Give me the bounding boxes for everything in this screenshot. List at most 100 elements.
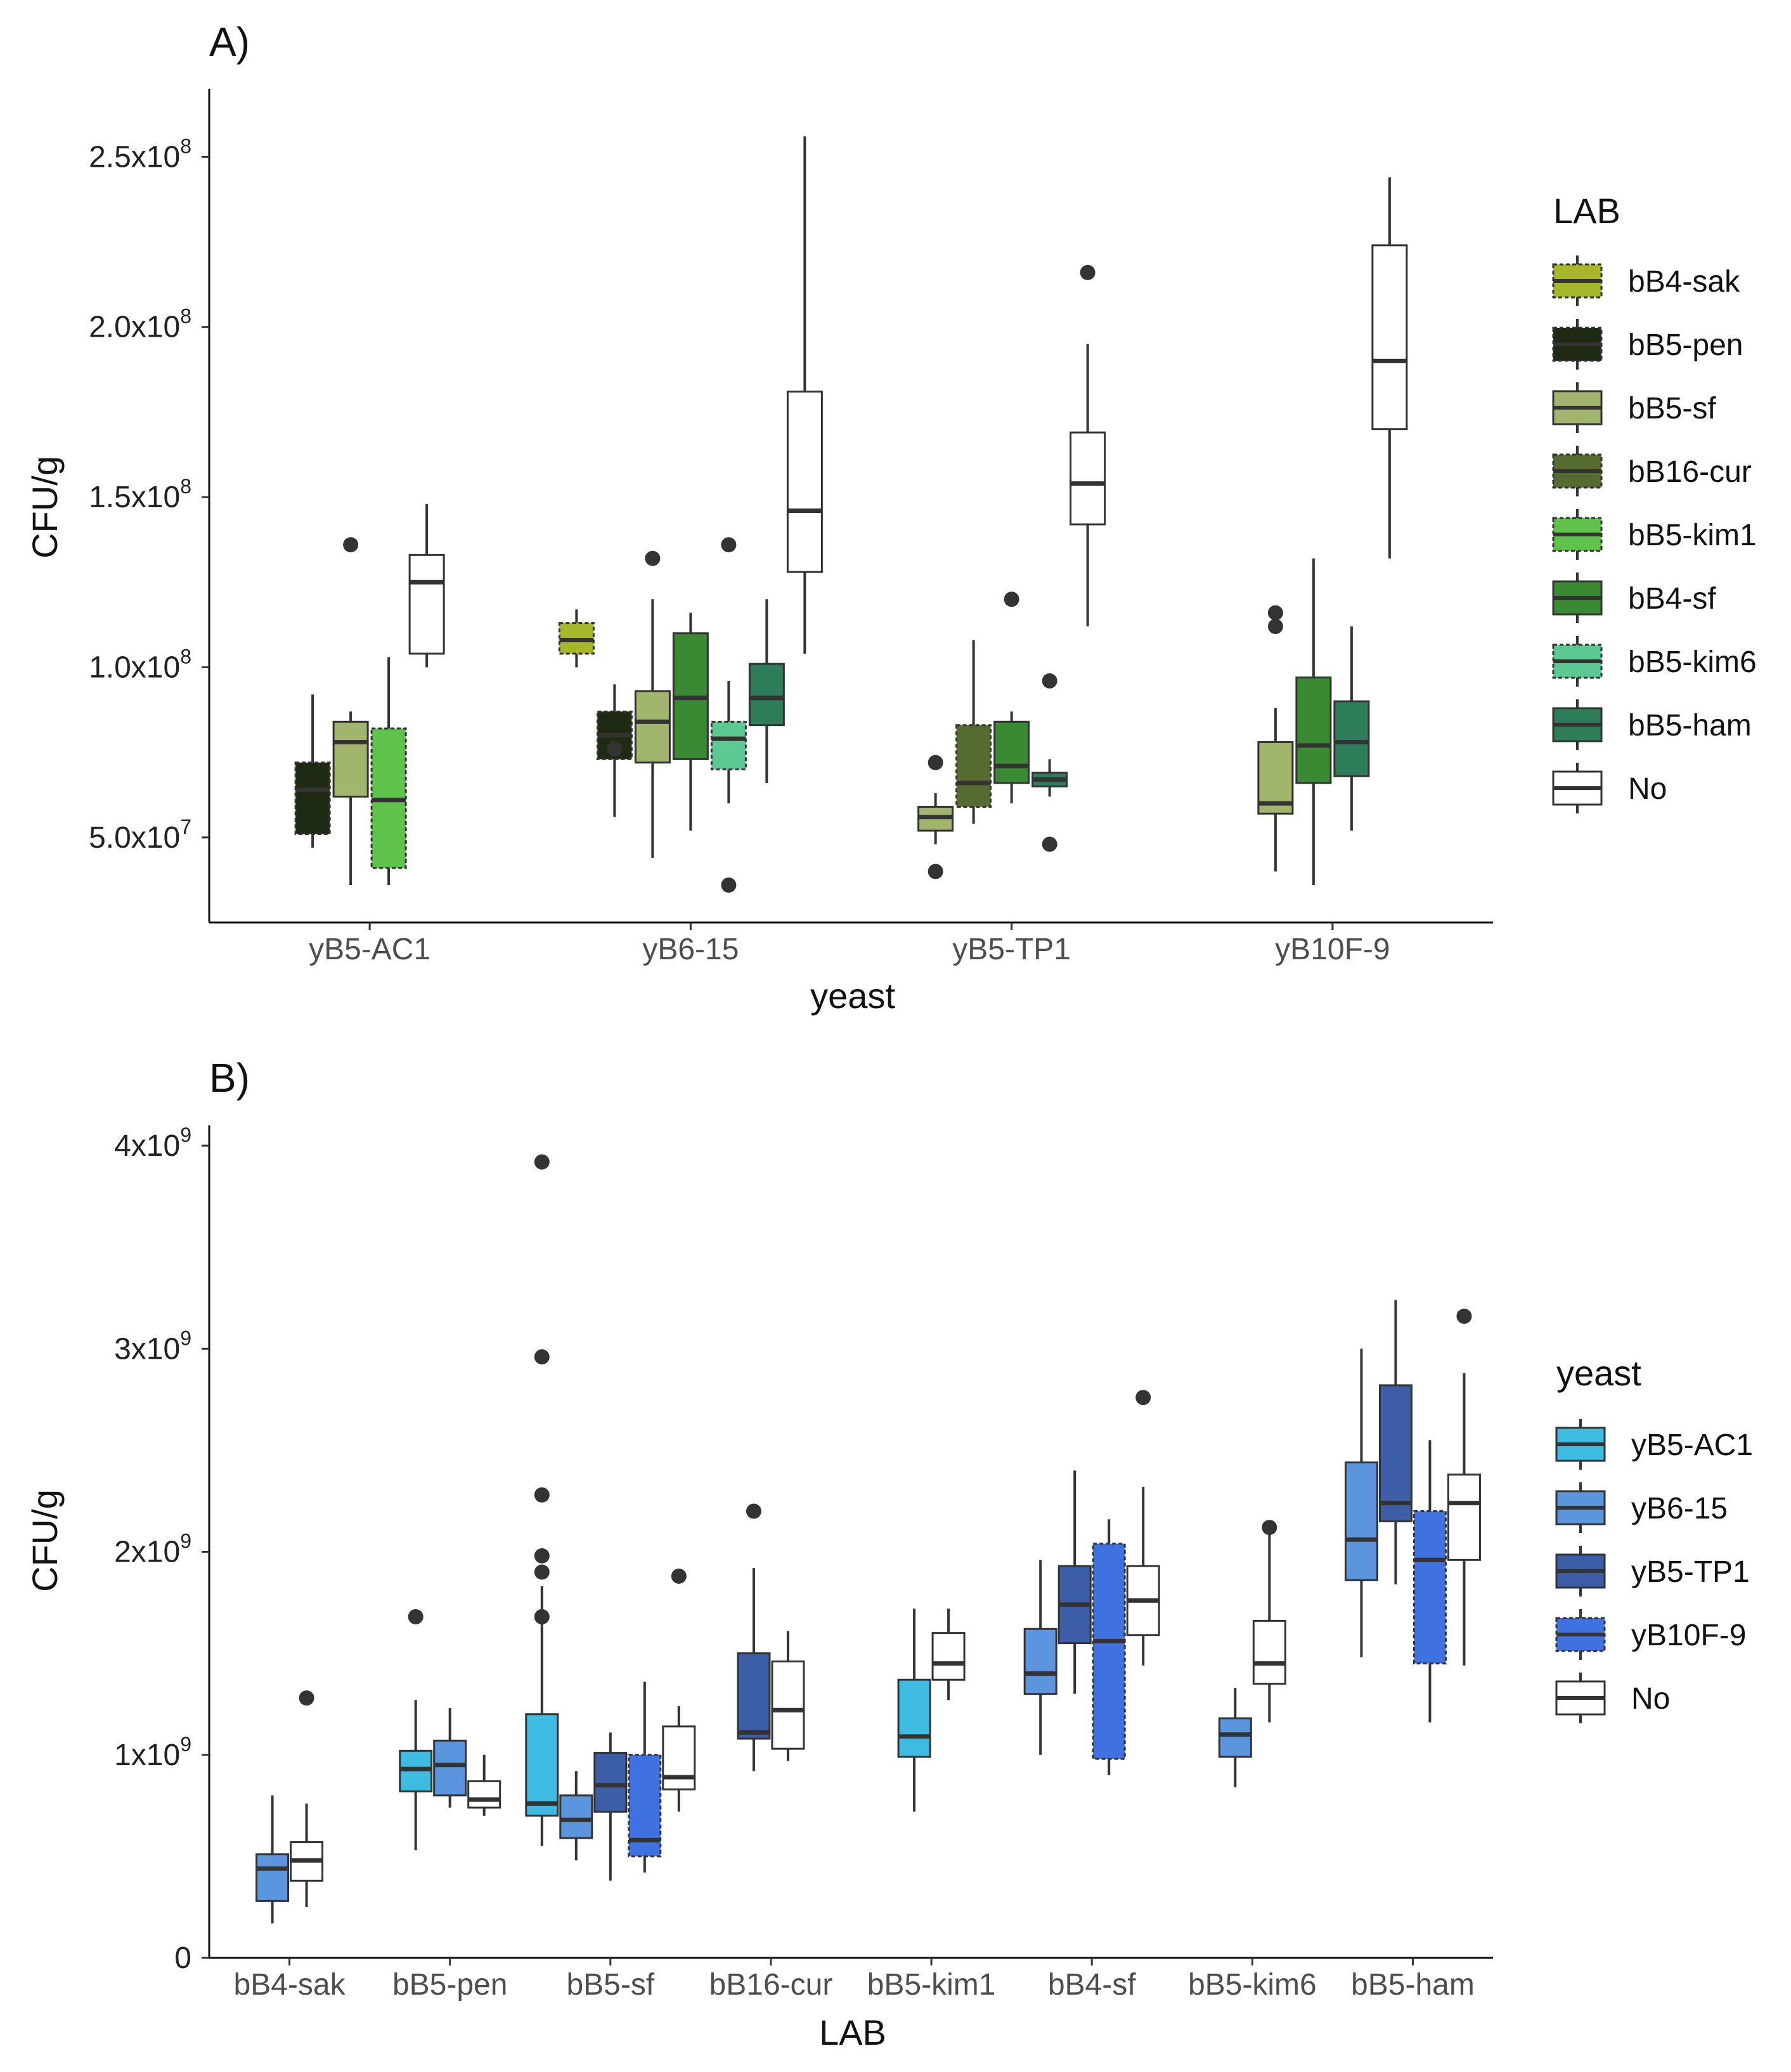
box-bB5-pen-yB6-15 [433, 1708, 467, 1808]
y-tick-label: 1.5x108 [89, 475, 191, 514]
y-tick-exponent: 9 [180, 1530, 191, 1553]
box-bB4-sf-No [1126, 1390, 1160, 1666]
outlier-point [1042, 673, 1057, 689]
legend-item-yB10F-9: yB10F-9 [1555, 1609, 1746, 1660]
outlier-point [534, 1154, 550, 1170]
box-yB5-AC1-No [408, 503, 445, 668]
panel-a-label: A) [209, 19, 250, 65]
box-iqr [1447, 1473, 1481, 1561]
outlier-point [1042, 836, 1057, 852]
legend-label: bB4-sf [1628, 582, 1716, 616]
box-yB10F-9-bB4-sf [1295, 558, 1332, 885]
box-iqr [1218, 1717, 1252, 1758]
y-tick-exponent: 7 [180, 815, 191, 838]
x-tick-label: bB5-pen [392, 1968, 507, 2002]
box-iqr [1344, 1461, 1378, 1581]
box-iqr [1333, 700, 1370, 777]
outlier-point [534, 1548, 550, 1564]
box-bB5-sf-yB5-AC1 [525, 1154, 559, 1846]
outlier-point [928, 864, 943, 879]
box-yB6-15-bB5-kim6 [710, 537, 747, 893]
box-iqr [993, 720, 1030, 784]
box-yB6-15-bB5-pen [596, 684, 633, 817]
outlier-point [645, 550, 661, 566]
outlier-point [1456, 1309, 1472, 1324]
box-bB4-sf-yB6-15 [1023, 1560, 1057, 1755]
panel-b-x-axis-title: LAB [819, 2012, 886, 2052]
x-tick-label: yB5-AC1 [309, 933, 430, 966]
box-yB6-15-bB5-sf [634, 550, 671, 858]
box-iqr [593, 1752, 628, 1813]
panel-b-legend: yeast yB5-AC1 yB6-15 yB5-TP1 yB10F-9 No [1555, 1353, 1753, 1723]
legend-label: No [1628, 772, 1667, 806]
legend-label: bB5-kim6 [1628, 645, 1757, 679]
box-bB5-sf-No [662, 1568, 696, 1812]
box-iqr [1371, 244, 1408, 431]
box-yB10F-9-bB5-sf [1257, 605, 1294, 872]
box-iqr [931, 1632, 966, 1681]
box-bB5-kim6-No [1252, 1520, 1286, 1723]
legend-label: bB5-sf [1628, 392, 1716, 425]
y-tick-label: 3x109 [114, 1326, 191, 1366]
legend-item-yB5-TP1: yB5-TP1 [1555, 1546, 1750, 1596]
outlier-point [746, 1503, 761, 1519]
x-tick-label: bB5-kim6 [1188, 1968, 1317, 2002]
box-bB4-sak-No [290, 1690, 324, 1907]
box-bB4-sf-yB10F-9 [1092, 1519, 1126, 1775]
box-bB5-kim1-No [931, 1609, 966, 1700]
panel-b-y-axis-title: CFU/g [25, 1489, 65, 1592]
box-bB16-cur-yB5-TP1 [737, 1503, 771, 1771]
box-iqr [1092, 1543, 1126, 1760]
outlier-point [721, 537, 737, 553]
outlier-point [1135, 1390, 1151, 1406]
outlier-point [534, 1487, 550, 1503]
box-iqr [1378, 1384, 1413, 1522]
outlier-point [534, 1609, 550, 1624]
outlier-point [1267, 605, 1283, 621]
y-tick-exponent: 9 [180, 1123, 191, 1146]
outlier-point [671, 1568, 687, 1584]
box-bB5-ham-yB5-TP1 [1378, 1300, 1413, 1584]
legend-item-yB5-AC1: yB5-AC1 [1555, 1419, 1753, 1470]
x-tick-label: yB6-15 [642, 933, 739, 966]
legend-label: bB16-cur [1628, 455, 1752, 489]
box-bB5-pen-yB5-AC1 [399, 1609, 433, 1851]
box-bB5-kim1-yB5-AC1 [897, 1609, 931, 1812]
legend-item-bB5-ham: bB5-ham [1552, 699, 1752, 750]
box-iqr [955, 724, 992, 808]
legend-item-bB4-sf: bB4-sf [1552, 573, 1716, 623]
box-iqr [1070, 431, 1106, 526]
box-bB5-ham-yB6-15 [1344, 1349, 1378, 1658]
panel-b: B) CFU/g LAB 0 1x109 2x109 3x109 4x109 bB4-sa… [25, 1055, 1753, 2052]
y-tick-exponent: 9 [180, 1326, 191, 1349]
legend-item-No: No [1555, 1673, 1670, 1723]
box-bB4-sf-yB5-TP1 [1057, 1470, 1092, 1694]
panel-b-legend-title: yeast [1556, 1353, 1641, 1393]
legend-item-bB4-sak: bB4-sak [1552, 256, 1740, 306]
y-tick-label: 1.0x108 [89, 645, 191, 684]
box-iqr [634, 690, 671, 764]
legend-item-No: No [1552, 763, 1667, 813]
legend-label: yB6-15 [1631, 1492, 1728, 1525]
box-iqr [1023, 1628, 1057, 1695]
x-tick-label: yB5-TP1 [952, 933, 1071, 966]
y-tick-label: 5.0x107 [89, 815, 191, 855]
box-yB10F-9-bB5-ham [1333, 626, 1370, 831]
x-tick-label: bB5-ham [1351, 1968, 1475, 2002]
box-bB5-ham-No [1447, 1309, 1481, 1666]
legend-item-bB5-kim6: bB5-kim6 [1552, 636, 1757, 687]
box-yB10F-9-No [1371, 177, 1408, 559]
legend-label: yB10F-9 [1631, 1619, 1746, 1652]
y-tick-label: 2.0x108 [89, 305, 191, 344]
box-yB6-15-bB4-sak [558, 609, 595, 668]
legend-label: yB5-AC1 [1631, 1428, 1753, 1462]
box-iqr [467, 1780, 501, 1809]
box-bB5-sf-yB6-15 [559, 1771, 593, 1861]
outlier-point [1267, 619, 1283, 635]
y-tick-label: 0 [174, 1941, 191, 1975]
box-iqr [559, 1794, 593, 1839]
outlier-point [607, 741, 623, 757]
legend-label: bB4-sak [1628, 265, 1740, 299]
box-yB5-AC1-bB5-kim1 [370, 657, 407, 885]
legend-item-bB5-kim1: bB5-kim1 [1552, 509, 1757, 560]
